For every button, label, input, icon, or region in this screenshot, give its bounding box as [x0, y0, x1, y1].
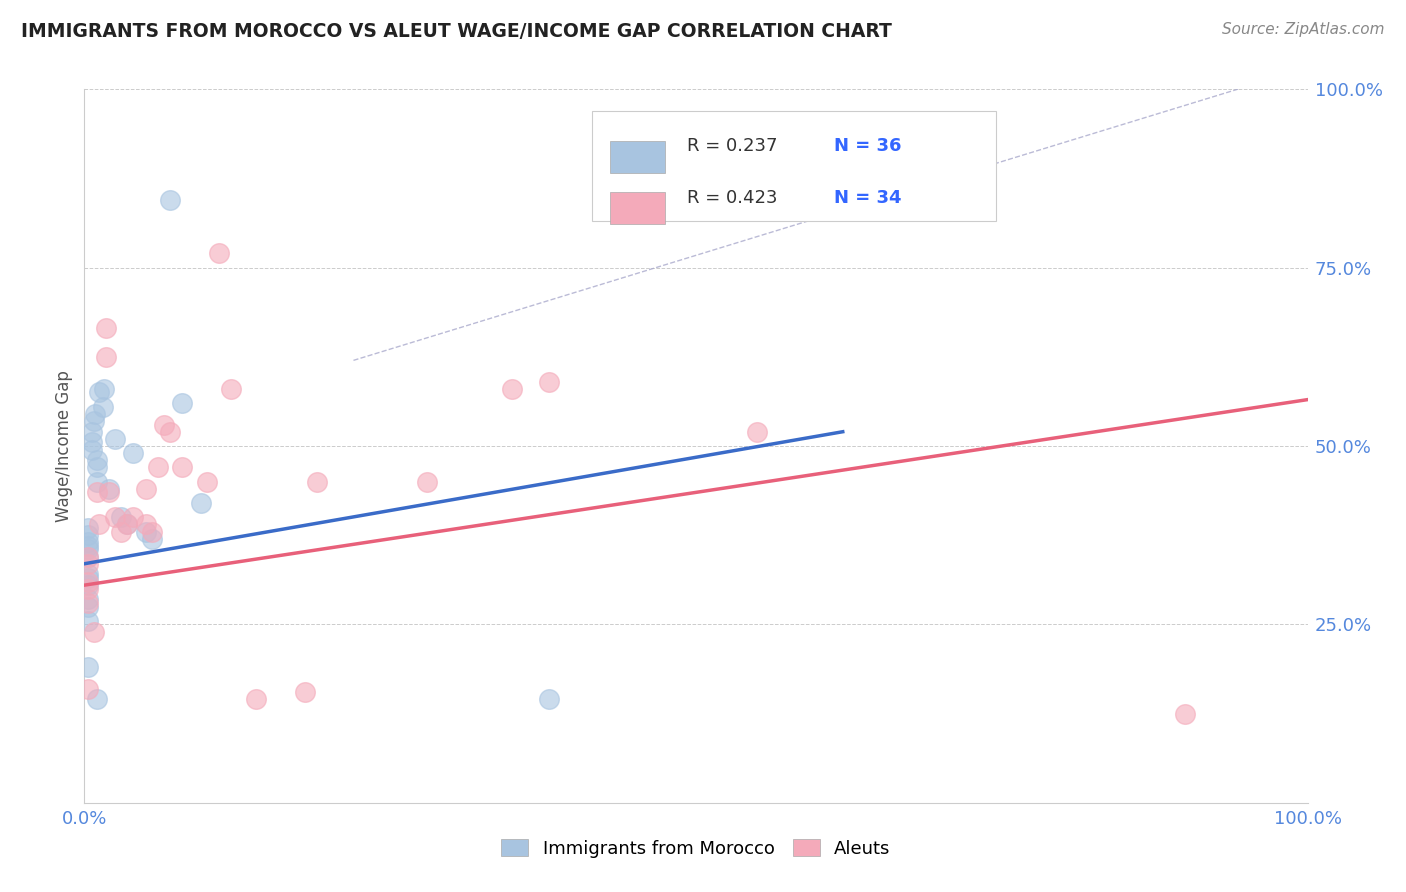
Point	[502, 382, 524, 396]
Point	[747, 425, 769, 439]
Point	[416, 475, 439, 489]
Point	[110, 524, 132, 539]
Point	[86, 460, 108, 475]
Point	[77, 535, 100, 549]
Point	[77, 567, 100, 582]
Point	[86, 485, 108, 500]
Point	[77, 571, 100, 585]
Point	[195, 475, 218, 489]
Point	[87, 385, 110, 400]
Text: IMMIGRANTS FROM MOROCCO VS ALEUT WAGE/INCOME GAP CORRELATION CHART: IMMIGRANTS FROM MOROCCO VS ALEUT WAGE/IN…	[21, 22, 891, 41]
Point	[84, 407, 107, 421]
Text: N = 34: N = 34	[834, 189, 901, 207]
Point	[77, 578, 100, 592]
Point	[83, 624, 105, 639]
Text: Source: ZipAtlas.com: Source: ZipAtlas.com	[1222, 22, 1385, 37]
Point	[93, 382, 115, 396]
Point	[172, 460, 194, 475]
Point	[77, 574, 100, 589]
Point	[86, 453, 108, 467]
Point	[208, 246, 231, 260]
Point	[77, 557, 100, 571]
Point	[77, 528, 100, 542]
Point	[159, 193, 181, 207]
Point	[153, 417, 176, 432]
Point	[86, 692, 108, 706]
Point	[172, 396, 194, 410]
Point	[77, 596, 100, 610]
Point	[146, 460, 169, 475]
Point	[122, 446, 145, 460]
Point	[77, 660, 100, 674]
Point	[219, 382, 242, 396]
Point	[77, 592, 100, 607]
Point	[104, 510, 127, 524]
Point	[80, 442, 103, 457]
Point	[80, 435, 103, 450]
Point	[294, 685, 316, 699]
Point	[77, 681, 100, 696]
Point	[190, 496, 212, 510]
Point	[96, 350, 118, 364]
Point	[104, 432, 127, 446]
FancyBboxPatch shape	[610, 141, 665, 173]
Point	[141, 532, 163, 546]
Point	[110, 510, 132, 524]
Point	[141, 524, 163, 539]
Point	[77, 542, 100, 557]
Point	[77, 539, 100, 553]
Point	[77, 582, 100, 596]
Point	[83, 414, 105, 428]
Legend: Immigrants from Morocco, Aleuts: Immigrants from Morocco, Aleuts	[494, 832, 898, 865]
Y-axis label: Wage/Income Gap: Wage/Income Gap	[55, 370, 73, 522]
Point	[80, 425, 103, 439]
Point	[77, 549, 100, 564]
Point	[97, 482, 120, 496]
Point	[96, 321, 118, 335]
Point	[115, 517, 138, 532]
Point	[122, 510, 145, 524]
Text: R = 0.237: R = 0.237	[688, 137, 778, 155]
Point	[135, 517, 157, 532]
Point	[91, 400, 114, 414]
Point	[86, 475, 108, 489]
Point	[77, 599, 100, 614]
Point	[245, 692, 267, 706]
Point	[135, 524, 157, 539]
Point	[1174, 706, 1197, 721]
Point	[115, 517, 138, 532]
Point	[97, 485, 120, 500]
Point	[159, 425, 181, 439]
Text: R = 0.423: R = 0.423	[688, 189, 778, 207]
Point	[77, 614, 100, 628]
Point	[135, 482, 157, 496]
FancyBboxPatch shape	[592, 111, 995, 221]
FancyBboxPatch shape	[610, 192, 665, 224]
Point	[538, 375, 561, 389]
Point	[87, 517, 110, 532]
Point	[538, 692, 561, 706]
Text: N = 36: N = 36	[834, 137, 901, 155]
Point	[305, 475, 328, 489]
Point	[77, 521, 100, 535]
Point	[77, 549, 100, 564]
